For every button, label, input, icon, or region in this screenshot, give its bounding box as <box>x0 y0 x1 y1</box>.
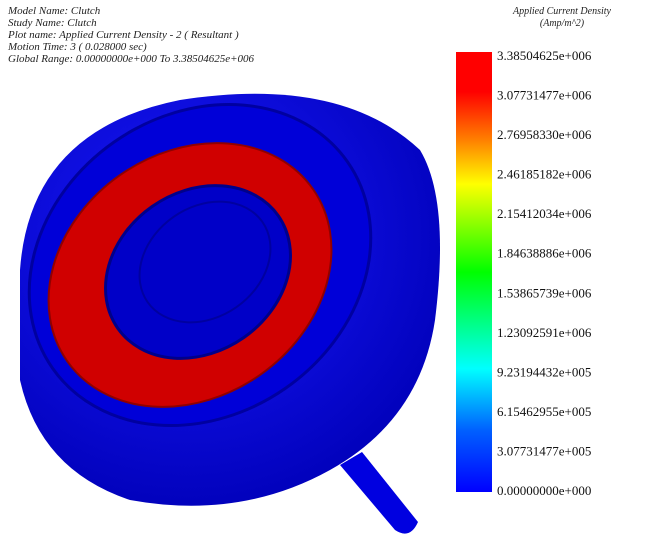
legend-label: 3.07731477e+006 <box>497 88 592 103</box>
header-line: Study Name: Clutch <box>8 17 97 29</box>
color-bar <box>456 52 492 492</box>
legend-label: 1.23092591e+006 <box>497 325 592 340</box>
legend-units: (Amp/m^2) <box>540 18 585 29</box>
legend-label: 2.76958330e+006 <box>497 127 592 142</box>
legend-title: Applied Current Density <box>512 6 612 17</box>
legend-label: 1.84638886e+006 <box>497 246 592 261</box>
legend-label: 0.00000000e+000 <box>497 483 591 498</box>
shaft <box>340 452 418 534</box>
legend-label: 6.15462955e+005 <box>497 404 591 419</box>
result-plot: Model Name: ClutchStudy Name: ClutchPlot… <box>0 0 646 542</box>
legend-label: 3.07731477e+005 <box>497 443 591 458</box>
model <box>0 39 440 534</box>
legend-label: 9.23194432e+005 <box>497 364 591 379</box>
header-line: Motion Time: 3 ( 0.028000 sec) <box>7 41 147 53</box>
legend-label: 2.15412034e+006 <box>497 206 592 221</box>
legend-label: 3.38504625e+006 <box>497 48 592 63</box>
legend-label: 1.53865739e+006 <box>497 285 592 300</box>
header-line: Model Name: Clutch <box>7 5 101 17</box>
legend-labels: 3.38504625e+006 3.07731477e+006 2.76958330… <box>497 48 592 498</box>
header-line: Plot name: Applied Current Density - 2 (… <box>7 29 239 41</box>
legend-label: 2.46185182e+006 <box>497 167 592 182</box>
header-line: Global Range: 0.00000000e+000 To 3.38504… <box>8 53 255 65</box>
